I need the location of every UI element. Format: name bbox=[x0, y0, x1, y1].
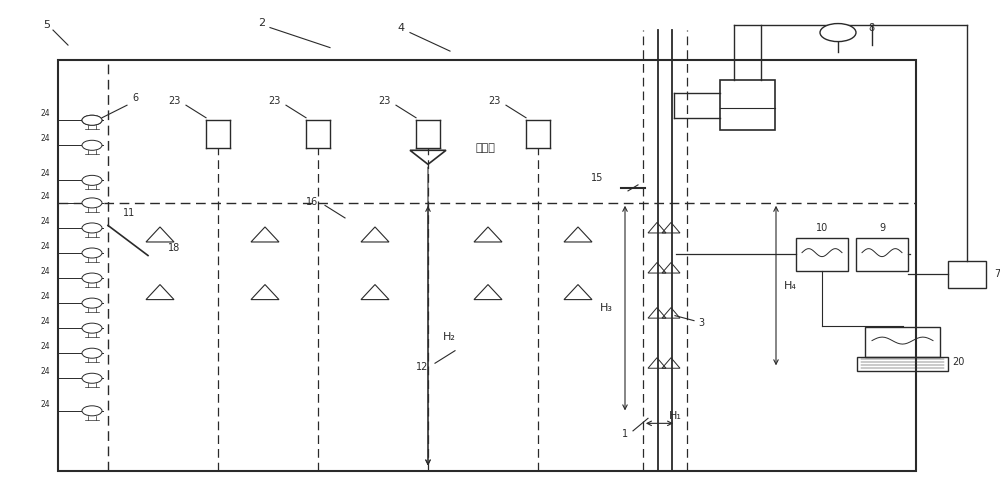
Bar bbox=[857, 357, 948, 371]
Text: H₃: H₃ bbox=[600, 303, 613, 313]
Text: 23: 23 bbox=[489, 96, 501, 106]
Text: 23: 23 bbox=[379, 96, 391, 106]
Bar bbox=[856, 238, 908, 271]
Text: 11: 11 bbox=[123, 208, 135, 218]
Circle shape bbox=[82, 223, 102, 233]
Bar bbox=[796, 238, 848, 271]
Circle shape bbox=[82, 115, 102, 125]
Text: 2: 2 bbox=[258, 18, 265, 28]
Circle shape bbox=[820, 24, 856, 42]
Circle shape bbox=[82, 198, 102, 208]
Bar bbox=[865, 328, 940, 357]
Text: 24: 24 bbox=[40, 242, 50, 251]
Text: 24: 24 bbox=[40, 134, 50, 143]
Text: 16: 16 bbox=[306, 197, 318, 207]
Text: 9: 9 bbox=[879, 223, 885, 233]
Text: 20: 20 bbox=[952, 357, 964, 367]
Text: 6: 6 bbox=[132, 93, 138, 103]
Circle shape bbox=[82, 140, 102, 150]
Text: 24: 24 bbox=[40, 267, 50, 276]
Text: 24: 24 bbox=[40, 192, 50, 201]
Text: 24: 24 bbox=[40, 342, 50, 351]
Text: 10: 10 bbox=[816, 223, 828, 233]
Text: 24: 24 bbox=[40, 317, 50, 326]
Circle shape bbox=[82, 248, 102, 258]
Circle shape bbox=[82, 373, 102, 383]
Bar bbox=[58, 60, 916, 471]
Circle shape bbox=[82, 175, 102, 185]
Text: 5: 5 bbox=[43, 20, 50, 30]
Text: 18: 18 bbox=[168, 243, 180, 253]
Text: 12: 12 bbox=[416, 362, 428, 372]
Text: 土表面: 土表面 bbox=[476, 143, 496, 153]
Circle shape bbox=[82, 406, 102, 416]
Text: 23: 23 bbox=[269, 96, 281, 106]
Text: 24: 24 bbox=[40, 367, 50, 376]
Text: 24: 24 bbox=[40, 169, 50, 178]
Bar bbox=[948, 261, 986, 288]
Circle shape bbox=[82, 115, 102, 125]
Text: 24: 24 bbox=[40, 217, 50, 226]
Text: 8: 8 bbox=[868, 23, 874, 33]
Text: 3: 3 bbox=[698, 318, 704, 328]
Circle shape bbox=[82, 348, 102, 358]
Text: H₂: H₂ bbox=[443, 332, 456, 342]
Text: 7: 7 bbox=[994, 270, 1000, 279]
Circle shape bbox=[82, 298, 102, 308]
Circle shape bbox=[82, 323, 102, 333]
Text: 24: 24 bbox=[40, 292, 50, 301]
Text: 24: 24 bbox=[40, 400, 50, 409]
Text: 1: 1 bbox=[622, 429, 628, 439]
Bar bbox=[720, 80, 775, 130]
Circle shape bbox=[82, 273, 102, 283]
Text: 4: 4 bbox=[398, 23, 405, 33]
Text: 23: 23 bbox=[169, 96, 181, 106]
Text: 15: 15 bbox=[591, 173, 603, 183]
Text: H₄: H₄ bbox=[784, 281, 797, 291]
Text: H₁: H₁ bbox=[669, 411, 682, 421]
Text: 24: 24 bbox=[40, 109, 50, 118]
